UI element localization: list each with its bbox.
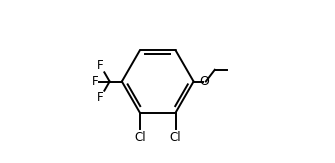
Text: Cl: Cl <box>170 131 182 144</box>
Text: Cl: Cl <box>134 131 146 144</box>
Text: F: F <box>97 91 104 104</box>
Text: F: F <box>97 59 104 72</box>
Text: O: O <box>199 75 209 88</box>
Text: F: F <box>91 75 98 88</box>
